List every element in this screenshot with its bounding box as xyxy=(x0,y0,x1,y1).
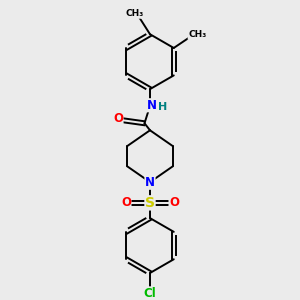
Text: CH₃: CH₃ xyxy=(126,9,144,18)
Text: N: N xyxy=(145,176,155,189)
Text: O: O xyxy=(169,196,179,209)
Text: N: N xyxy=(146,99,157,112)
Text: CH₃: CH₃ xyxy=(188,30,206,39)
Text: O: O xyxy=(113,112,123,125)
Text: O: O xyxy=(121,196,131,209)
Text: H: H xyxy=(158,102,167,112)
Text: Cl: Cl xyxy=(144,287,156,300)
Text: S: S xyxy=(145,196,155,210)
